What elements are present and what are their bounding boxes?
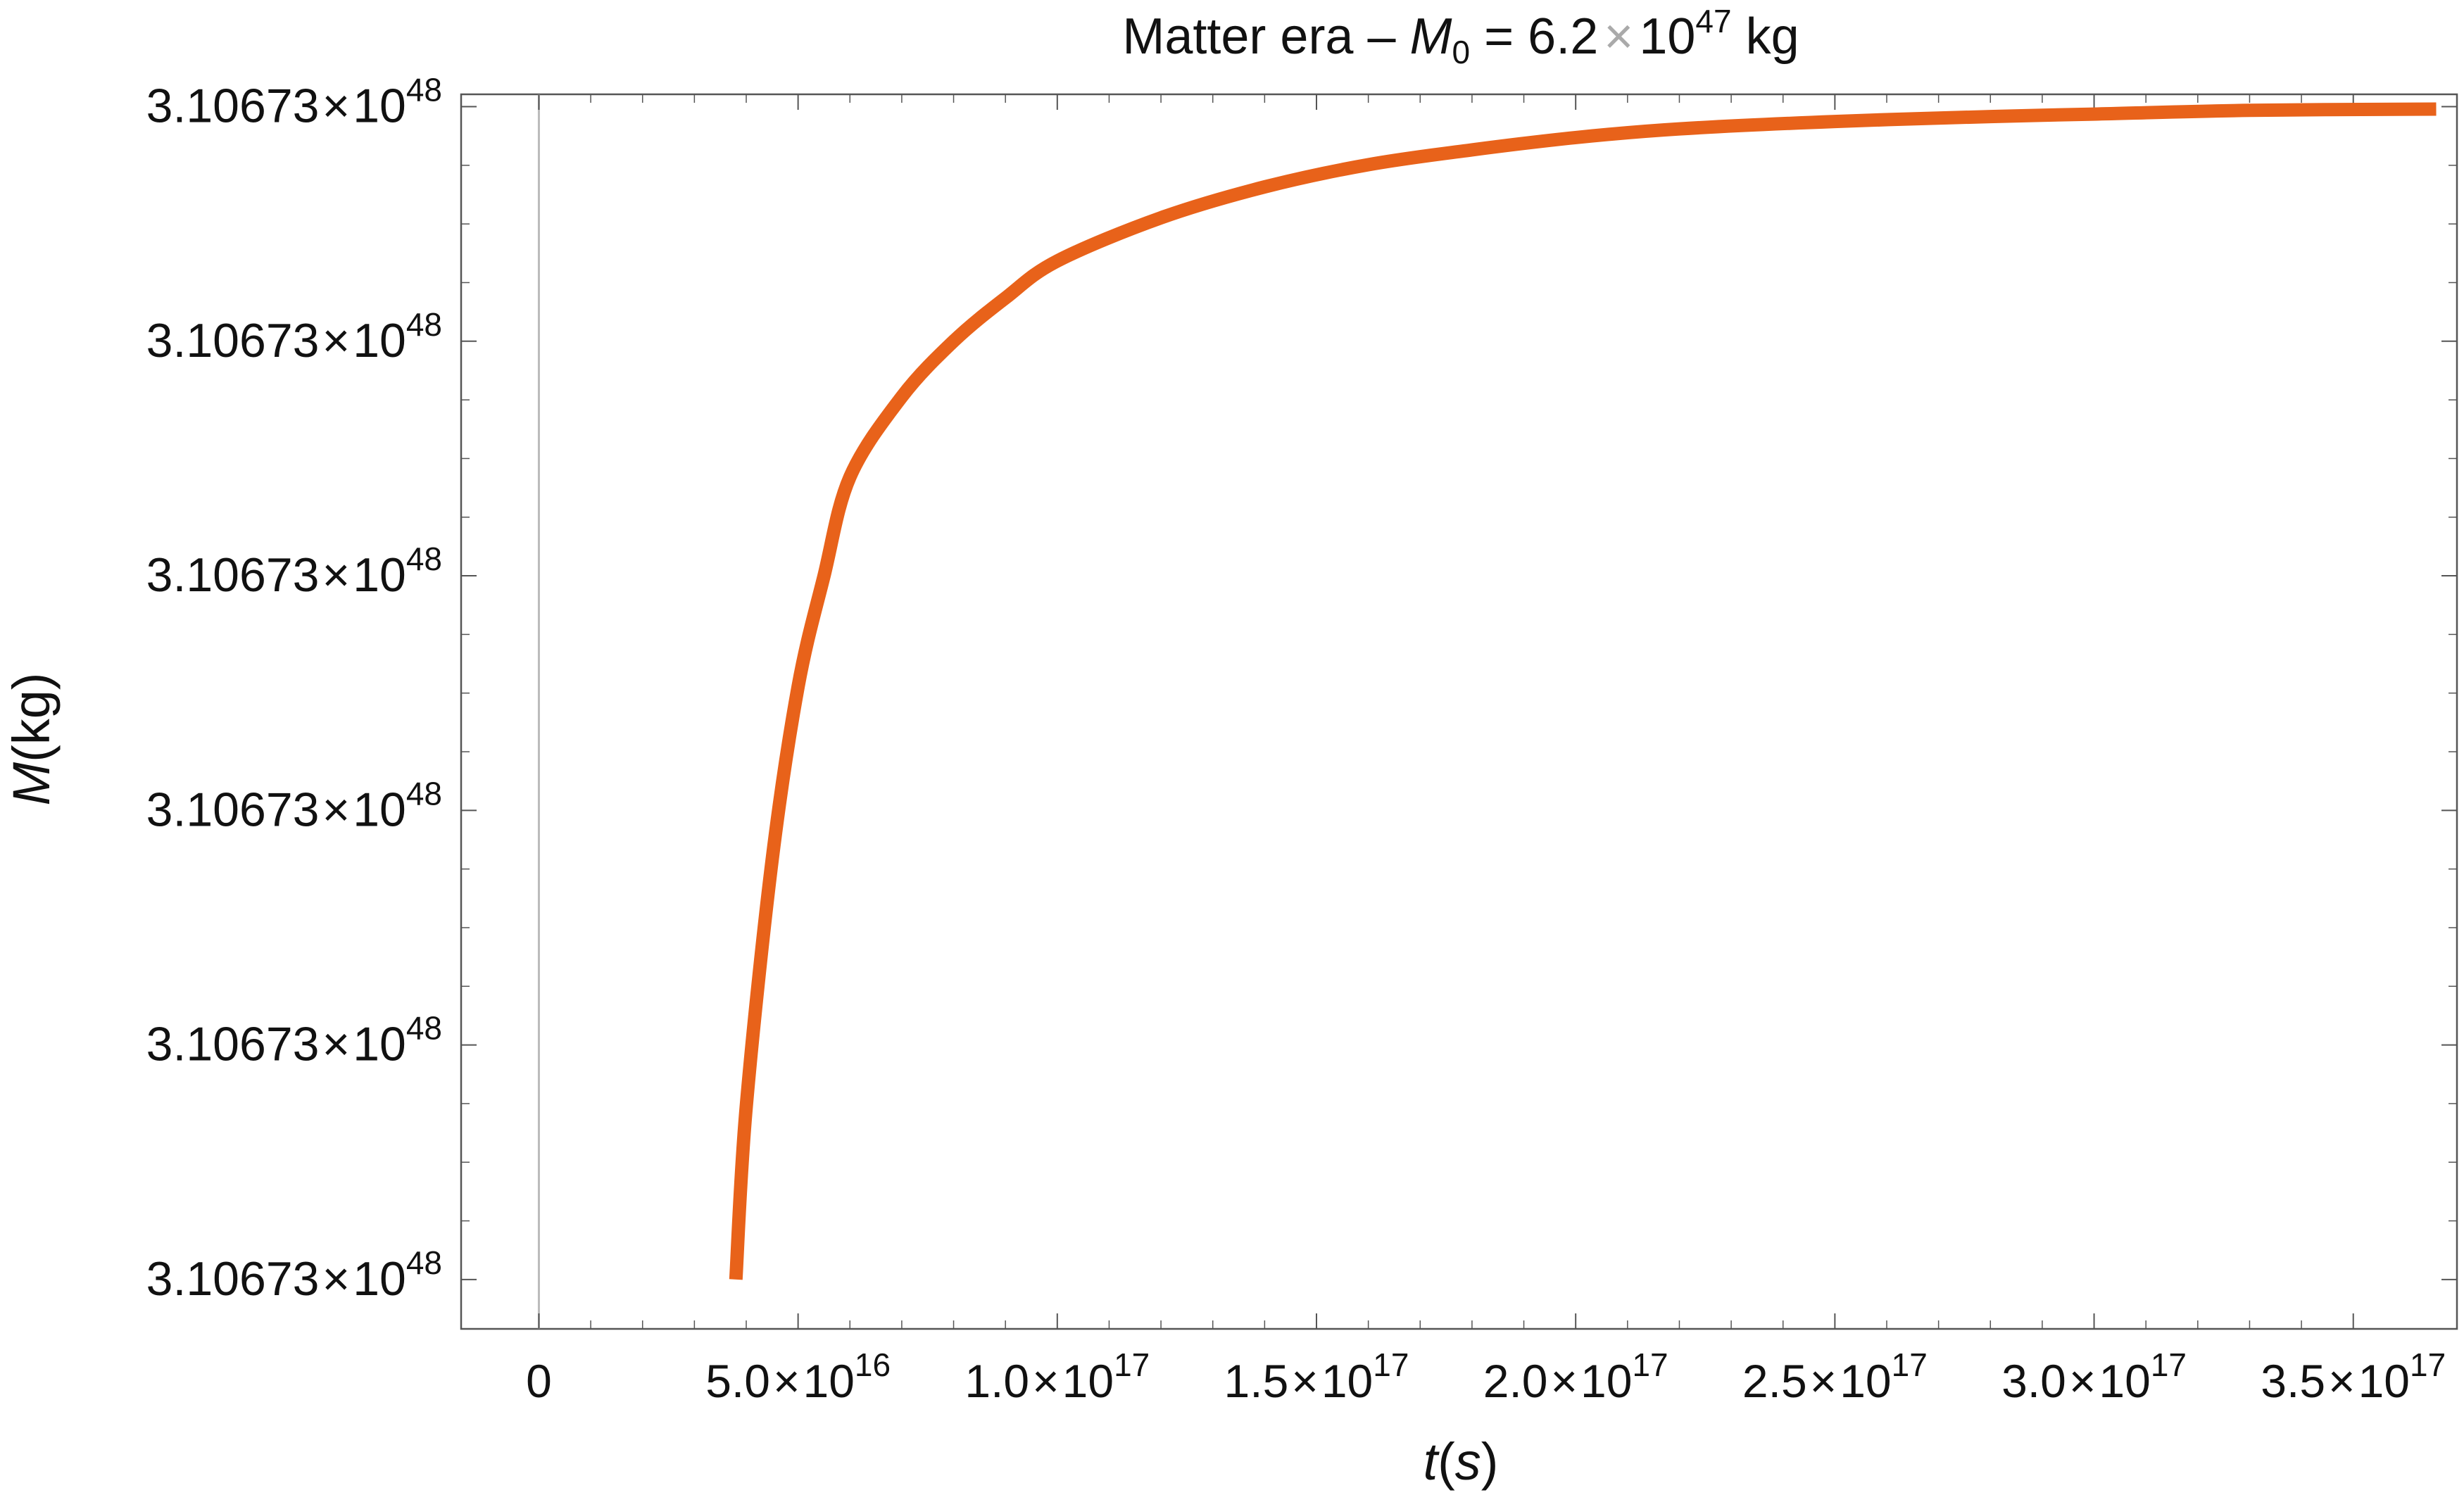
y-axis-label: M(kg)	[2, 672, 61, 805]
x-tick-exponent: 16	[855, 1346, 891, 1383]
y-tick-mantissa: 3.10673	[146, 1252, 320, 1306]
x-tick-label: 2.0×1017	[1483, 1346, 1668, 1407]
y-tick-exponent: 48	[406, 1010, 442, 1047]
x-tick-exponent: 17	[2410, 1346, 2446, 1383]
tick-marks	[461, 94, 2457, 1329]
x-tick-times: ×	[1291, 1355, 1319, 1407]
y-tick-base: 10	[353, 548, 406, 602]
x-tick-exponent: 17	[1373, 1346, 1409, 1383]
plot-border	[460, 93, 2458, 1330]
y-tick-exponent: 48	[406, 306, 442, 343]
x-tick-mantissa: 0	[526, 1355, 552, 1407]
y-tick-exponent: 48	[406, 775, 442, 812]
x-tick-base: 10	[1062, 1355, 1114, 1407]
y-tick-times: ×	[322, 1018, 350, 1071]
y-tick-label: 3.10673×1048	[146, 1010, 442, 1071]
y-tick-times: ×	[322, 1252, 350, 1306]
x-tick-labels: 0 5.0×1016 1.0×1017 1.5×1017 2.0×1017 2.5×101…	[526, 1346, 2446, 1407]
y-tick-base: 10	[353, 80, 406, 133]
x-tick-base: 10	[1840, 1355, 1891, 1407]
y-tick-label: 3.10673×1048	[146, 72, 442, 133]
x-tick-base: 10	[2099, 1355, 2150, 1407]
y-tick-label: 3.10673×1048	[146, 775, 442, 836]
x-tick-label: 1.0×1017	[964, 1346, 1150, 1407]
x-tick-times: ×	[2069, 1355, 2097, 1407]
y-tick-mantissa: 3.10673	[146, 314, 320, 367]
y-tick-times: ×	[322, 548, 350, 602]
y-tick-label: 3.10673×1048	[146, 306, 442, 367]
x-tick-exponent: 17	[1114, 1346, 1150, 1383]
y-tick-exponent: 48	[406, 72, 442, 108]
x-tick-label: 0	[526, 1355, 552, 1407]
x-tick-times: ×	[1032, 1355, 1060, 1407]
y-tick-base: 10	[353, 1018, 406, 1071]
x-tick-base: 10	[1321, 1355, 1373, 1407]
x-tick-mantissa: 1.5	[1224, 1355, 1289, 1407]
x-tick-mantissa: 3.5	[2261, 1355, 2325, 1407]
y-tick-label: 3.10673×1048	[146, 541, 442, 602]
y-tick-mantissa: 3.10673	[146, 80, 320, 133]
x-tick-mantissa: 5.0	[705, 1355, 770, 1407]
x-tick-label: 3.5×1017	[2261, 1346, 2446, 1407]
x-tick-times: ×	[773, 1355, 800, 1407]
x-tick-label: 3.0×1017	[2001, 1346, 2187, 1407]
y-tick-labels: 3.10673×10483.10673×10483.10673×10483.10…	[146, 72, 442, 1306]
y-tick-mantissa: 3.10673	[146, 548, 320, 602]
y-tick-exponent: 48	[406, 1244, 442, 1281]
x-tick-exponent: 17	[2151, 1346, 2187, 1383]
y-tick-times: ×	[322, 314, 350, 367]
x-tick-exponent: 17	[1632, 1346, 1668, 1383]
x-tick-mantissa: 2.5	[1742, 1355, 1807, 1407]
y-tick-base: 10	[353, 314, 406, 367]
plot-frame	[460, 93, 2458, 1330]
x-tick-mantissa: 3.0	[2001, 1355, 2066, 1407]
y-tick-label: 3.10673×1048	[146, 1244, 442, 1306]
x-tick-base: 10	[803, 1355, 854, 1407]
x-tick-times: ×	[1550, 1355, 1578, 1407]
y-tick-times: ×	[322, 80, 350, 133]
x-tick-label: 1.5×1017	[1224, 1346, 1409, 1407]
x-tick-mantissa: 2.0	[1483, 1355, 1548, 1407]
x-tick-base: 10	[2358, 1355, 2410, 1407]
y-tick-times: ×	[322, 783, 350, 836]
y-tick-mantissa: 3.10673	[146, 783, 320, 836]
y-tick-mantissa: 3.10673	[146, 1018, 320, 1071]
y-tick-base: 10	[353, 783, 406, 836]
x-tick-times: ×	[1810, 1355, 1837, 1407]
x-tick-label: 2.5×1017	[1742, 1346, 1928, 1407]
x-tick-mantissa: 1.0	[964, 1355, 1029, 1407]
y-tick-base: 10	[353, 1252, 406, 1306]
x-tick-base: 10	[1580, 1355, 1632, 1407]
series-line	[729, 102, 2437, 1280]
x-axis-label: t(s)	[1423, 1432, 1499, 1491]
y-tick-exponent: 48	[406, 541, 442, 577]
x-tick-times: ×	[2328, 1355, 2356, 1407]
chart-title: Matter era – M0 = 6.2 × 1047 kg	[1122, 3, 1799, 70]
x-tick-label: 5.0×1016	[705, 1346, 891, 1407]
series-layer	[729, 102, 2437, 1280]
x-tick-exponent: 17	[1892, 1346, 1928, 1383]
